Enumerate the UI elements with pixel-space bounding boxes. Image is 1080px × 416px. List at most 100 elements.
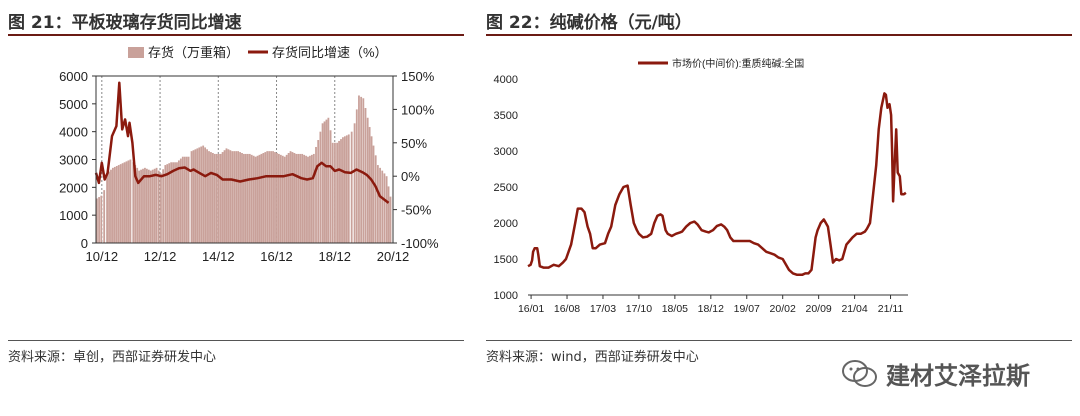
inventory-bar xyxy=(274,152,276,243)
inventory-bar xyxy=(121,163,124,243)
inventory-bar xyxy=(360,96,363,243)
right-footer-rule xyxy=(486,340,1072,341)
inventory-bar xyxy=(170,162,173,243)
inventory-bar xyxy=(187,156,190,243)
inventory-bar xyxy=(270,151,273,243)
y-left-tick-label: 3000 xyxy=(59,153,88,168)
soda-ash-price-chart: 市场价(中间价):重质纯碱:全国 1000 1500 2000 2500 3000 350… xyxy=(494,57,908,315)
inventory-bar xyxy=(243,153,245,243)
y-left-tick-label: 4000 xyxy=(59,125,88,140)
inventory-bar xyxy=(331,142,334,243)
inventory-bar xyxy=(129,159,132,243)
y-tick-label: 3000 xyxy=(494,146,518,158)
x-tick-label: 21/11 xyxy=(878,303,904,315)
y-tick-label: 2500 xyxy=(494,182,518,194)
inventory-bar xyxy=(301,153,304,243)
inventory-bar xyxy=(252,155,255,243)
inventory-bar xyxy=(157,170,160,243)
inventory-bar xyxy=(246,153,249,243)
inventory-bar xyxy=(168,163,171,243)
y-tick-label: 2000 xyxy=(494,218,518,230)
y-right-tick-label: -100% xyxy=(401,236,439,251)
inventory-bar xyxy=(176,162,178,243)
inventory-bar xyxy=(281,155,284,243)
inventory-bar xyxy=(370,136,373,243)
legend-line-label: 市场价(中间价):重质纯碱:全国 xyxy=(672,57,804,70)
inventory-bar xyxy=(221,152,224,243)
x-tick-label: 18/12 xyxy=(318,249,351,264)
inventory-bar xyxy=(305,155,307,243)
inventory-bar xyxy=(244,153,247,243)
inventory-bar xyxy=(241,153,243,243)
y-right-tick-label: 100% xyxy=(401,102,435,117)
inventory-bar xyxy=(166,164,169,243)
inventory-bar xyxy=(329,130,332,243)
inventory-bar xyxy=(181,156,184,243)
inventory-bar xyxy=(106,173,108,243)
x-tick-label: 21/04 xyxy=(841,303,867,315)
left-chart-title: 图 21：平板玻璃存货同比增速 xyxy=(8,13,242,33)
inventory-bar xyxy=(315,146,317,243)
inventory-bar xyxy=(123,162,126,243)
y-right-tick-label: -50% xyxy=(401,203,432,218)
inventory-bar xyxy=(297,153,300,243)
inventory-bar xyxy=(185,156,188,243)
price-line xyxy=(527,92,907,277)
inventory-bar xyxy=(223,150,226,243)
inventory-bar xyxy=(155,167,158,243)
axes: 0 1000 2000 3000 4000 5000 6000 -100% -50% 0% 50% 1… xyxy=(59,69,439,264)
legend-line-label: 存货同比增速（%） xyxy=(272,45,388,60)
inventory-bar xyxy=(254,156,257,243)
x-tick-label: 14/12 xyxy=(202,249,235,264)
inventory-bar xyxy=(389,196,392,243)
inventory-bar xyxy=(202,145,205,243)
inventory-bar xyxy=(225,148,228,243)
inventory-bar xyxy=(291,152,294,243)
right-source: 资料来源：wind，西部证券研发中心 xyxy=(486,350,699,365)
inventory-bar xyxy=(183,156,186,243)
inventory-bar xyxy=(372,145,375,243)
left-title-rule xyxy=(8,34,464,36)
inventory-bar xyxy=(217,153,220,243)
inventory-bar xyxy=(279,154,282,243)
inventory-bar xyxy=(125,161,128,243)
inventory-bar xyxy=(256,155,259,243)
inventory-bar xyxy=(231,151,234,243)
inventory-bar xyxy=(134,165,137,243)
y-tick-label: 4000 xyxy=(494,74,518,86)
inventory-bar xyxy=(208,151,210,243)
x-tick-label: 20/12 xyxy=(377,249,410,264)
y-tick-label: 1500 xyxy=(494,254,518,266)
inventory-bar xyxy=(317,140,320,243)
x-tick-label: 18/12 xyxy=(698,303,724,315)
y-left-tick-label: 2000 xyxy=(59,180,88,195)
left-source: 资料来源：卓创，西部证券研发中心 xyxy=(8,350,217,365)
legend: 市场价(中间价):重质纯碱:全国 xyxy=(638,57,804,70)
y-right-tick-label: 50% xyxy=(401,136,427,151)
inventory-bar xyxy=(198,147,201,243)
inventory-bar xyxy=(190,151,193,243)
inventory-bar xyxy=(117,165,120,243)
inventory-bar xyxy=(162,169,165,243)
y-right-tick-label: 150% xyxy=(401,69,435,84)
inventory-bar xyxy=(309,155,311,243)
inventory-bar xyxy=(204,147,207,243)
inventory-bar xyxy=(119,164,122,243)
x-tick-label: 18/05 xyxy=(662,303,688,315)
x-tick-label: 20/09 xyxy=(806,303,832,315)
legend-bar-label: 存货（万重箱） xyxy=(148,45,239,60)
y-left-tick-label: 6000 xyxy=(59,69,88,84)
inventory-bar xyxy=(345,135,348,243)
inventory-bar xyxy=(310,154,313,243)
x-tick-label: 12/12 xyxy=(144,249,177,264)
inventory-bar xyxy=(268,151,271,243)
inventory-bar xyxy=(262,153,265,243)
inventory-bar xyxy=(215,153,218,243)
inventory-bar xyxy=(323,121,326,243)
inventory-bar xyxy=(219,153,222,243)
right-title-rule xyxy=(486,34,1072,36)
inventory-bar xyxy=(260,153,263,243)
inventory-bar xyxy=(248,153,251,243)
x-tick-label: 16/01 xyxy=(518,303,544,315)
inventory-bar xyxy=(178,160,180,243)
